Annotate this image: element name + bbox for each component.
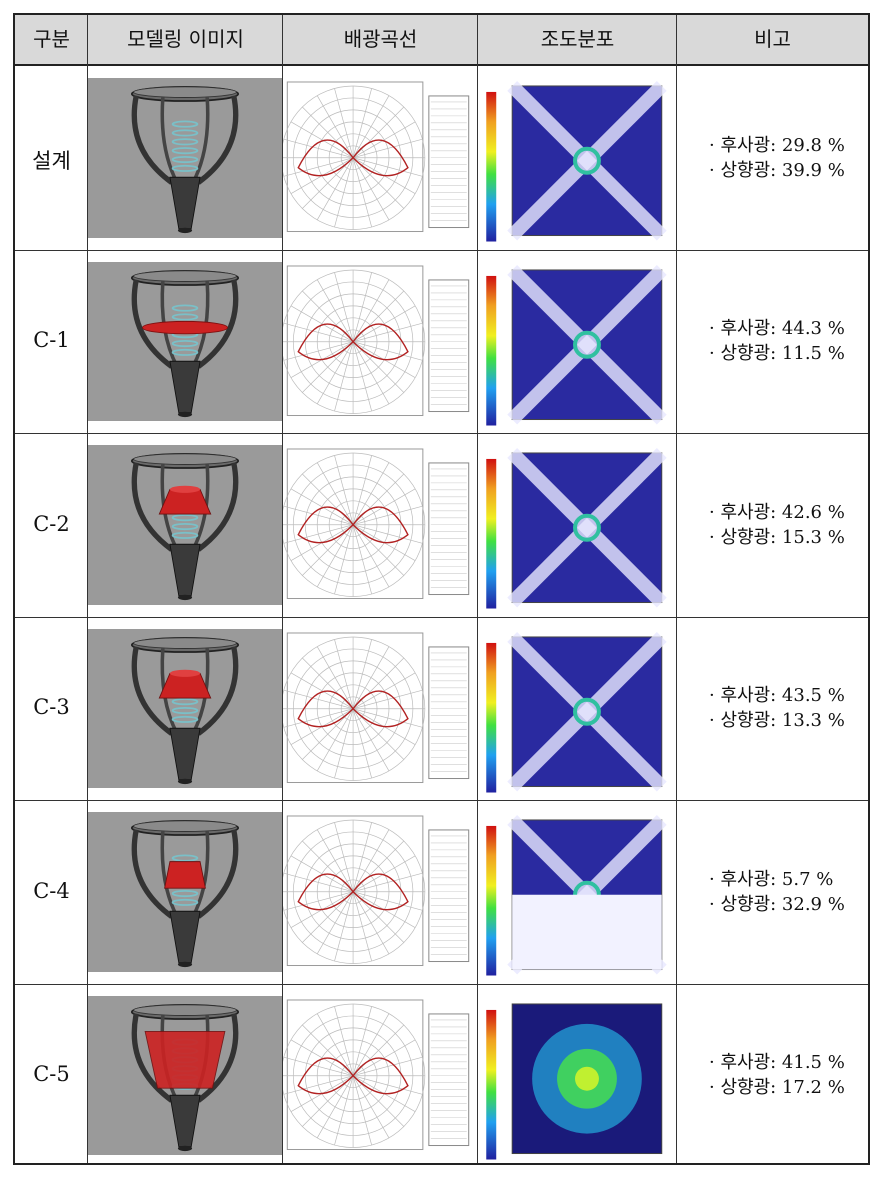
model-image — [88, 812, 282, 972]
light-distribution-curve — [283, 812, 477, 972]
up-light-value: · 상향광: 15.3 % — [709, 526, 845, 548]
illuminance-map — [478, 806, 676, 978]
remark-cell: · 후사광: 43.5 % · 상향광: 13.3 % — [677, 683, 888, 733]
model-image — [88, 628, 282, 788]
row-label: C-3 — [33, 695, 70, 720]
column-divider — [477, 15, 478, 1163]
column-divider — [87, 15, 88, 1163]
row-label: C-1 — [33, 328, 70, 353]
row-divider — [15, 800, 868, 801]
row-divider — [15, 983, 868, 985]
illuminance-map — [478, 622, 676, 794]
up-light-value: · 상향광: 32.9 % — [709, 893, 845, 915]
up-light-value: · 상향광: 39.9 % — [709, 159, 845, 181]
remark-cell: · 후사광: 42.6 % · 상향광: 15.3 % — [677, 500, 888, 550]
table-row: C-4 · 후사광: 5.7 % · 상향광: 32.9 % — [15, 800, 868, 984]
up-light-value: · 상향광: 13.3 % — [709, 710, 845, 732]
back-light-value: · 후사광: 44.3 % — [709, 318, 845, 340]
up-light-value: · 상향광: 17.2 % — [709, 1077, 845, 1099]
remark-cell: · 후사광: 29.8 % · 상향광: 39.9 % — [677, 133, 888, 183]
comparison-table: 구분 모델링 이미지 배광곡선 조도분포 비고 설계 · 후사광: 29.8 % ·… — [13, 13, 870, 1165]
back-light-value: · 후사광: 43.5 % — [709, 685, 845, 707]
header-illuminance: 조도분포 — [540, 27, 615, 51]
back-light-value: · 후사광: 5.7 % — [709, 868, 834, 890]
row-label: C-5 — [33, 1062, 70, 1087]
back-light-value: · 후사광: 29.8 % — [709, 134, 845, 156]
illuminance-map — [478, 72, 676, 244]
illuminance-map — [478, 989, 676, 1161]
light-distribution-curve — [283, 628, 477, 788]
table-row: C-1 · 후사광: 44.3 % · 상향광: 11.5 % — [15, 250, 868, 434]
row-label: 설계 — [32, 148, 71, 173]
header-model: 모델링 이미지 — [127, 27, 244, 51]
light-distribution-curve — [283, 445, 477, 605]
light-distribution-curve — [283, 261, 477, 421]
remark-cell: · 후사광: 5.7 % · 상향광: 32.9 % — [677, 867, 888, 917]
model-image — [88, 995, 282, 1155]
table-header: 구분 모델링 이미지 배광곡선 조도분포 비고 — [15, 15, 868, 66]
row-divider — [15, 433, 868, 434]
row-divider — [15, 616, 868, 618]
illuminance-map — [478, 439, 676, 611]
up-light-value: · 상향광: 11.5 % — [709, 343, 845, 365]
remark-cell: · 후사광: 41.5 % · 상향광: 17.2 % — [677, 1050, 888, 1100]
header-remark: 비고 — [754, 27, 791, 51]
remark-cell: · 후사광: 44.3 % · 상향광: 11.5 % — [677, 316, 888, 366]
column-divider — [676, 15, 677, 1163]
row-divider — [15, 249, 868, 251]
model-image — [88, 445, 282, 605]
header-category: 구분 — [33, 27, 70, 51]
light-distribution-curve — [283, 78, 477, 238]
table-row: 설계 · 후사광: 29.8 % · 상향광: 39.9 % — [15, 66, 868, 250]
table-row: C-2 · 후사광: 42.6 % · 상향광: 15.3 % — [15, 433, 868, 617]
row-label: C-4 — [33, 878, 70, 903]
column-divider — [282, 15, 283, 1163]
back-light-value: · 후사광: 42.6 % — [709, 501, 845, 523]
table-row: C-5 · 후사광: 41.5 % · 상향광: 17.2 % — [15, 984, 868, 1168]
light-distribution-curve — [283, 995, 477, 1155]
row-label: C-2 — [33, 511, 70, 536]
table-row: C-3 · 후사광: 43.5 % · 상향광: 13.3 % — [15, 617, 868, 801]
model-image — [88, 261, 282, 421]
back-light-value: · 후사광: 41.5 % — [709, 1052, 845, 1074]
header-distribution: 배광곡선 — [343, 27, 418, 51]
model-image — [88, 78, 282, 238]
illuminance-map — [478, 255, 676, 427]
